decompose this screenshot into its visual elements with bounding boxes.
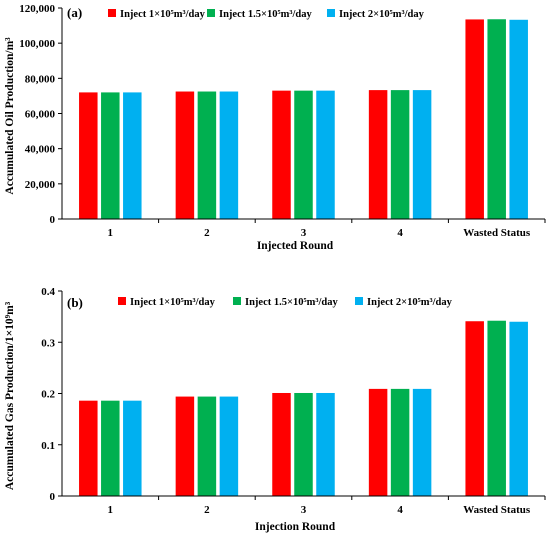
bar — [316, 392, 335, 496]
bar — [390, 90, 410, 219]
x-tick-label: Wasted Status — [463, 227, 531, 239]
bar — [219, 396, 239, 496]
bar — [412, 90, 432, 219]
y-tick-label: 0.2 — [41, 389, 55, 401]
x-tick-label: 2 — [204, 227, 210, 239]
bar — [175, 91, 195, 219]
bar — [272, 90, 291, 220]
y-ticks-b: 0 0.1 0.2 0.3 0.4 — [41, 286, 62, 503]
chart-oil-production: (a) Inject 1×10⁵m³/day Inject 1.5×10⁵m³/d… — [4, 3, 546, 252]
bar — [101, 92, 120, 219]
y-tick-label: 100,000 — [19, 38, 55, 50]
y-tick-label: 0 — [50, 214, 56, 226]
bar — [123, 92, 142, 219]
bar — [272, 392, 291, 496]
panel-label-a: (a) — [67, 5, 82, 20]
bar — [368, 90, 388, 219]
legend-label: Inject 1.5×10⁵m³/day — [245, 297, 339, 308]
bar — [197, 396, 217, 496]
legend-label: Inject 2×10⁵m³/day — [367, 297, 453, 308]
x-tick-label: 1 — [108, 227, 114, 239]
x-tick-label: 2 — [204, 504, 210, 516]
bar — [294, 90, 313, 220]
bar — [509, 19, 528, 219]
bar — [175, 396, 195, 496]
bar — [487, 320, 506, 496]
bar — [509, 321, 528, 496]
x-axis-label-a: Injected Round — [257, 240, 334, 252]
bar — [465, 321, 484, 496]
legend-swatch — [118, 297, 126, 305]
bar — [79, 400, 98, 496]
y-ticks-a: 0 20,000 40,000 60,000 80,000 100,000 120,000 — [19, 3, 62, 226]
y-tick-label: 0 — [50, 491, 56, 503]
x-tick-label: 4 — [397, 227, 403, 239]
bar — [368, 388, 388, 496]
bar — [123, 400, 142, 496]
bar — [487, 19, 506, 220]
bars-a — [79, 19, 528, 220]
y-tick-label: 120,000 — [19, 3, 55, 15]
bar — [197, 91, 217, 219]
legend-a: Inject 1×10⁵m³/day Inject 1.5×10⁵m³/day In… — [108, 9, 425, 20]
legend-swatch — [108, 9, 116, 17]
bar — [294, 392, 313, 496]
panel-label-b: (b) — [67, 295, 83, 310]
bar — [219, 91, 239, 219]
bar — [316, 90, 335, 220]
bar — [465, 19, 484, 219]
x-tick-label: 4 — [397, 504, 403, 516]
y-tick-label: 80,000 — [25, 73, 56, 85]
y-axis-label-a: Accumulated Oil Production/m³ — [4, 37, 16, 195]
bar — [79, 92, 98, 219]
legend-label: Inject 1×10⁵m³/day — [130, 297, 216, 308]
chart-gas-production: (b) Inject 1×10⁵m³/day Inject 1.5×10⁵m³/d… — [4, 286, 546, 533]
x-tick-label: 1 — [108, 504, 114, 516]
bar — [390, 388, 410, 496]
legend-b: Inject 1×10⁵m³/day Inject 1.5×10⁵m³/day In… — [118, 297, 453, 308]
x-axis-label-b: Injection Round — [255, 521, 336, 533]
legend-label: Inject 1×10⁵m³/day — [120, 9, 206, 20]
x-tick-label: 3 — [301, 504, 307, 516]
y-tick-label: 0.3 — [41, 337, 55, 349]
legend-swatch — [327, 9, 335, 17]
legend-label: Inject 1.5×10⁵m³/day — [219, 9, 313, 20]
bar — [412, 388, 432, 496]
y-tick-label: 60,000 — [25, 109, 56, 121]
legend-label: Inject 2×10⁵m³/day — [339, 9, 425, 20]
y-tick-label: 20,000 — [25, 179, 56, 191]
legend-swatch — [233, 297, 241, 305]
x-ticks-a: 1 2 3 4 Wasted Status — [108, 219, 546, 239]
bar — [101, 400, 120, 496]
legend-swatch — [207, 9, 215, 17]
y-tick-label: 40,000 — [25, 144, 56, 156]
x-ticks-b: 1 2 3 4 Wasted Status — [108, 496, 546, 516]
bars-b — [79, 320, 528, 496]
x-tick-label: Wasted Status — [463, 504, 531, 516]
y-tick-label: 0.1 — [41, 440, 55, 452]
legend-swatch — [355, 297, 363, 305]
y-tick-label: 0.4 — [41, 286, 55, 298]
x-tick-label: 3 — [301, 227, 307, 239]
y-axis-label-b: Accumulated Gas Production/1×10⁹m³ — [4, 301, 16, 490]
